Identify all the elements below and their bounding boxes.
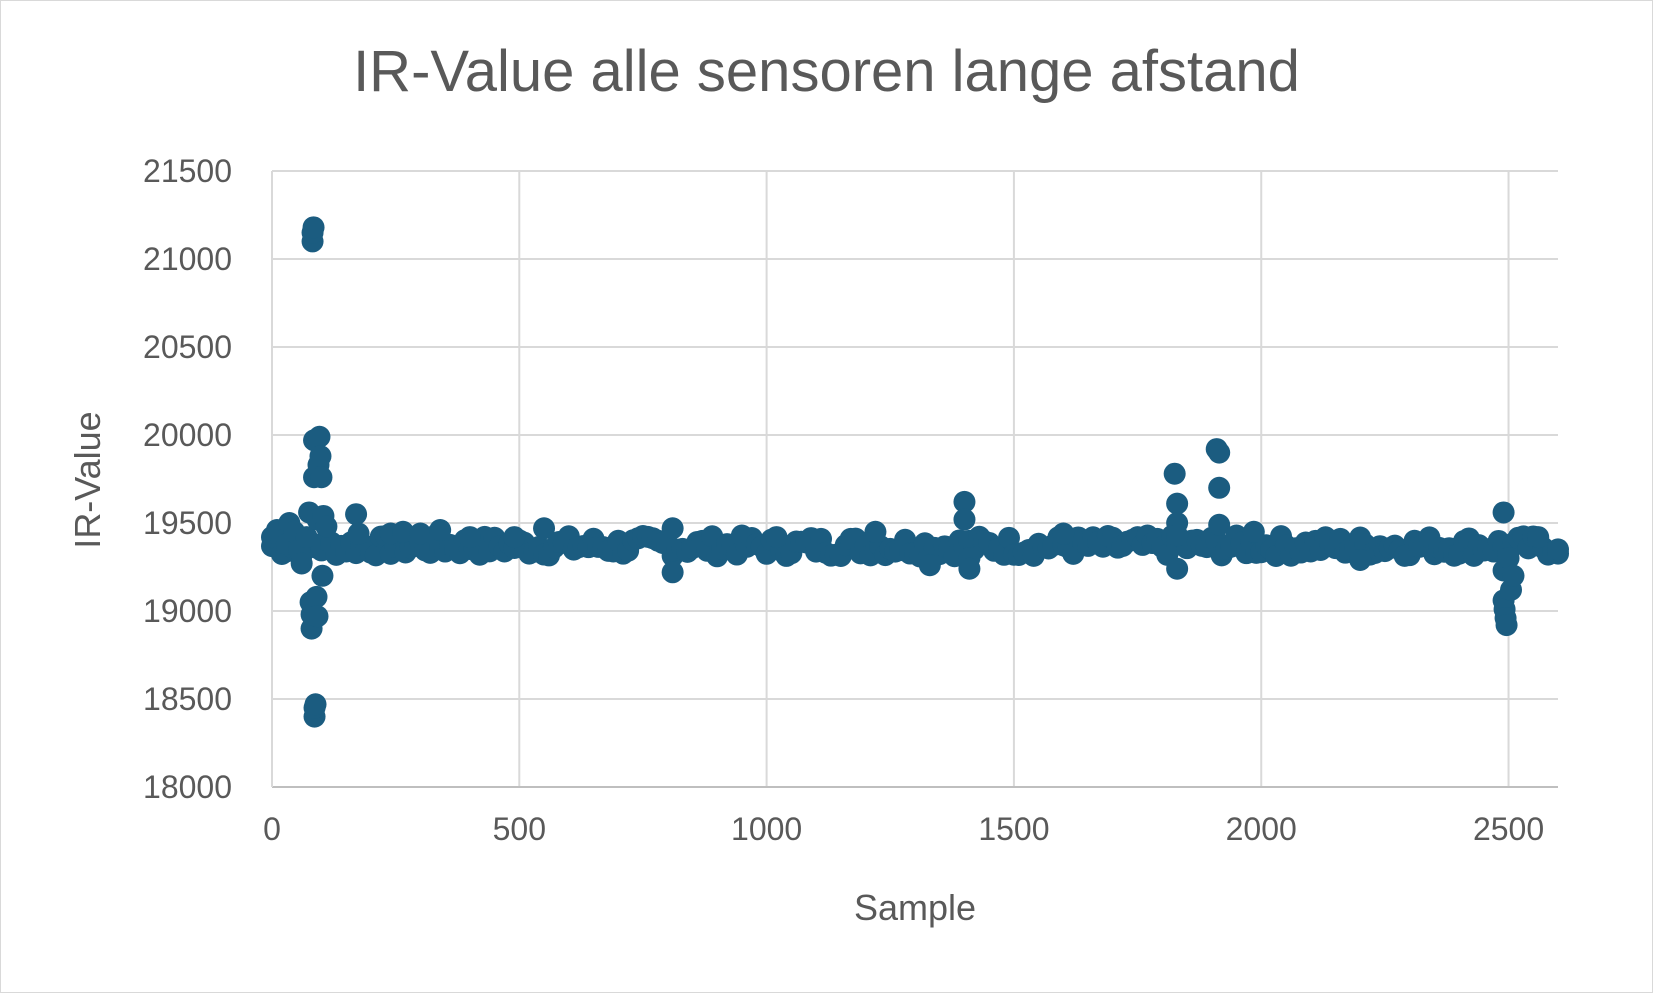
data-point: [953, 490, 976, 513]
data-point: [953, 508, 976, 531]
data-point: [503, 526, 526, 549]
data-point: [1492, 501, 1515, 524]
y-tick-label: 20500: [143, 329, 232, 365]
data-point: [1242, 520, 1265, 543]
data-point: [315, 515, 338, 538]
y-axis-title: IR-Value: [67, 411, 108, 548]
y-tick-label: 19000: [143, 593, 232, 629]
data-point: [409, 522, 432, 545]
data-point: [1502, 564, 1525, 587]
data-point: [1208, 441, 1231, 464]
data-point: [1208, 476, 1231, 499]
data-point: [345, 503, 368, 526]
data-point: [958, 557, 981, 580]
data-points: [261, 216, 1569, 728]
data-point: [306, 605, 329, 628]
data-point: [429, 519, 452, 542]
data-point: [533, 517, 556, 540]
y-tick-label: 20000: [143, 417, 232, 453]
data-point: [661, 517, 684, 540]
chart-title: IR-Value alle sensoren lange afstand: [353, 39, 1300, 104]
y-tick-label: 18000: [143, 769, 232, 805]
data-point: [765, 526, 788, 549]
x-tick-label: 1500: [978, 811, 1049, 847]
data-point: [1208, 513, 1231, 536]
data-point: [304, 693, 327, 716]
gridlines: [272, 170, 1558, 787]
data-point: [1497, 547, 1520, 570]
data-point: [918, 554, 941, 577]
data-point: [1052, 522, 1075, 545]
y-tick-label: 19500: [143, 505, 232, 541]
data-point: [1163, 462, 1186, 485]
data-point: [1495, 614, 1518, 637]
x-axis-title: Sample: [854, 887, 976, 928]
data-point: [302, 216, 325, 239]
data-point: [392, 520, 415, 543]
x-tick-label: 2000: [1226, 811, 1297, 847]
data-point: [1349, 548, 1372, 571]
data-point: [305, 585, 328, 608]
data-point: [290, 552, 313, 575]
data-point: [1527, 526, 1550, 549]
x-tick-label: 1000: [731, 811, 802, 847]
data-point: [310, 466, 333, 489]
data-point: [311, 564, 334, 587]
y-tick-label: 21000: [143, 241, 232, 277]
axes: [271, 171, 1558, 788]
data-point: [458, 526, 481, 549]
data-point: [661, 561, 684, 584]
y-tick-label: 18500: [143, 681, 232, 717]
y-tick-label: 21500: [143, 153, 232, 189]
data-point: [1166, 492, 1189, 515]
tick-labels: 1800018500190001950020000205002100021500…: [143, 153, 1544, 847]
data-point: [1547, 538, 1569, 561]
data-point: [295, 526, 318, 549]
data-point: [1166, 557, 1189, 580]
x-tick-label: 500: [493, 811, 546, 847]
data-point: [864, 520, 887, 543]
data-point: [308, 425, 331, 448]
x-tick-label: 2500: [1473, 811, 1544, 847]
data-point: [1166, 524, 1189, 547]
data-point: [997, 526, 1020, 549]
data-point: [309, 445, 332, 468]
data-point: [347, 522, 370, 545]
x-tick-label: 0: [263, 811, 281, 847]
